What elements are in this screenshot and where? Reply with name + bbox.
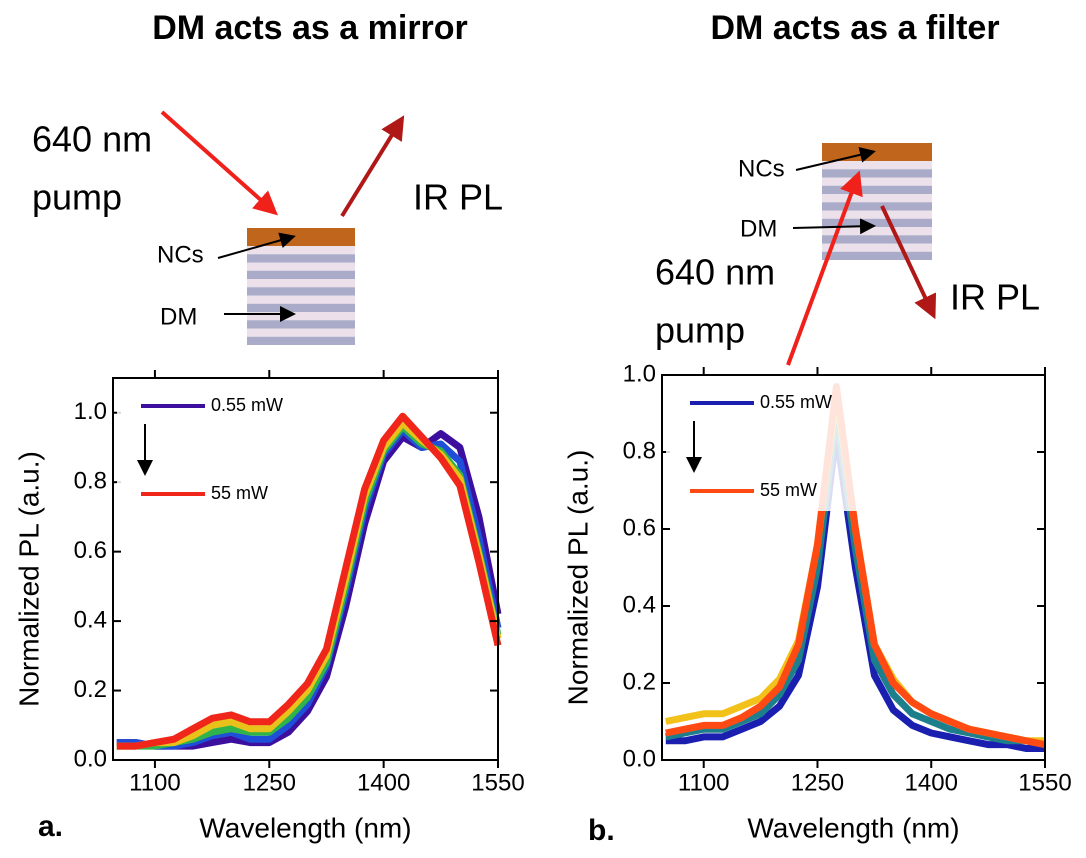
dm-layer [822,210,932,219]
y-tick-label: 0.8 [74,468,107,495]
pump-arrow [786,170,863,366]
legend-label: 55 mW [760,480,817,500]
dm-layer [247,279,355,288]
dm-layer [247,262,355,271]
pl-arrow [880,205,937,320]
dm-layer [822,235,932,244]
x-tick-label: 1250 [243,769,296,796]
dm-layer [247,246,355,255]
dm-layer [247,320,355,329]
dm-layer [247,328,355,337]
dm-layer [822,251,932,260]
dm-layer [822,218,932,227]
dm-layer [822,185,932,194]
y-axis-title: Normalized PL (a.u.) [562,450,593,706]
x-tick-label: 1100 [678,769,730,796]
y-tick-label: 0.6 [623,514,656,541]
x-axis-title: Wavelength (nm) [199,812,411,843]
nc-label: NCs [157,241,204,268]
panel-title: DM acts as a mirror [152,9,468,47]
dm-layer [247,312,355,321]
spectrum-line [665,383,1046,749]
dm-layer [822,227,932,236]
x-tick-label: 1550 [471,769,524,796]
panel-b: DM acts as a filter 640 nm pump IR PL NC… [562,9,1071,847]
legend-label: 55 mW [211,483,268,503]
plot-frame [112,377,499,761]
pump-arrow [160,110,278,216]
nc-label: NCs [738,155,785,182]
dm-layer [822,161,932,170]
pointer-arrow [217,232,296,259]
x-tick-label: 1400 [905,769,958,796]
y-tick-label: 0.2 [74,676,107,703]
y-axis-title: Normalized PL (a.u.) [13,451,44,707]
plot-frame [661,374,1046,761]
dm-layer [822,202,932,211]
y-tick-label: 0.0 [623,745,656,772]
dm-layer [247,303,355,312]
y-tick-label: 0.0 [74,745,107,772]
x-tick-label: 1400 [357,769,410,796]
panel-label: b. [588,814,615,847]
dm-layer [822,243,932,252]
dm-layer [247,287,355,296]
legend-label: 0.55 mW [760,392,832,412]
panel-label: a. [38,810,63,843]
y-tick-label: 1.0 [623,360,656,387]
nc-layer [822,143,932,161]
dm-layer [822,169,932,178]
pointer-arrow [792,218,876,235]
dm-layer [822,194,932,203]
pump-label: pump [32,177,122,218]
y-tick-label: 1.0 [74,398,107,425]
y-tick-label: 0.4 [623,591,656,618]
spectrum-line [116,412,502,750]
pl-label: IR PL [413,177,503,218]
nc-layer [247,228,355,246]
dm-label: DM [740,215,777,242]
pump-label: 640 nm [32,119,152,160]
y-tick-label: 0.4 [74,606,107,633]
x-tick-label: 1250 [791,769,844,796]
pointer-arrow [795,146,876,171]
y-tick-label: 0.6 [74,537,107,564]
pl-label: IR PL [950,277,1040,318]
panel-title: DM acts as a filter [710,9,999,47]
panel-a: DM acts as a mirror 640 nm pump IR PL NC… [13,9,524,843]
dm-layer [247,336,355,345]
dm-layer [247,295,355,304]
pump-label: pump [655,310,745,351]
dm-layer [247,254,355,263]
y-tick-label: 0.8 [623,437,656,464]
y-tick-label: 0.2 [623,668,656,695]
dm-layer [247,270,355,279]
x-axis-title: Wavelength (nm) [747,812,959,843]
legend-label: 0.55 mW [211,395,283,415]
pump-label: 640 nm [655,252,775,293]
dm-label: DM [160,303,197,330]
x-tick-label: 1550 [1018,769,1071,796]
pl-arrow [340,115,405,218]
dm-layer [822,177,932,186]
x-tick-label: 1100 [129,769,181,796]
